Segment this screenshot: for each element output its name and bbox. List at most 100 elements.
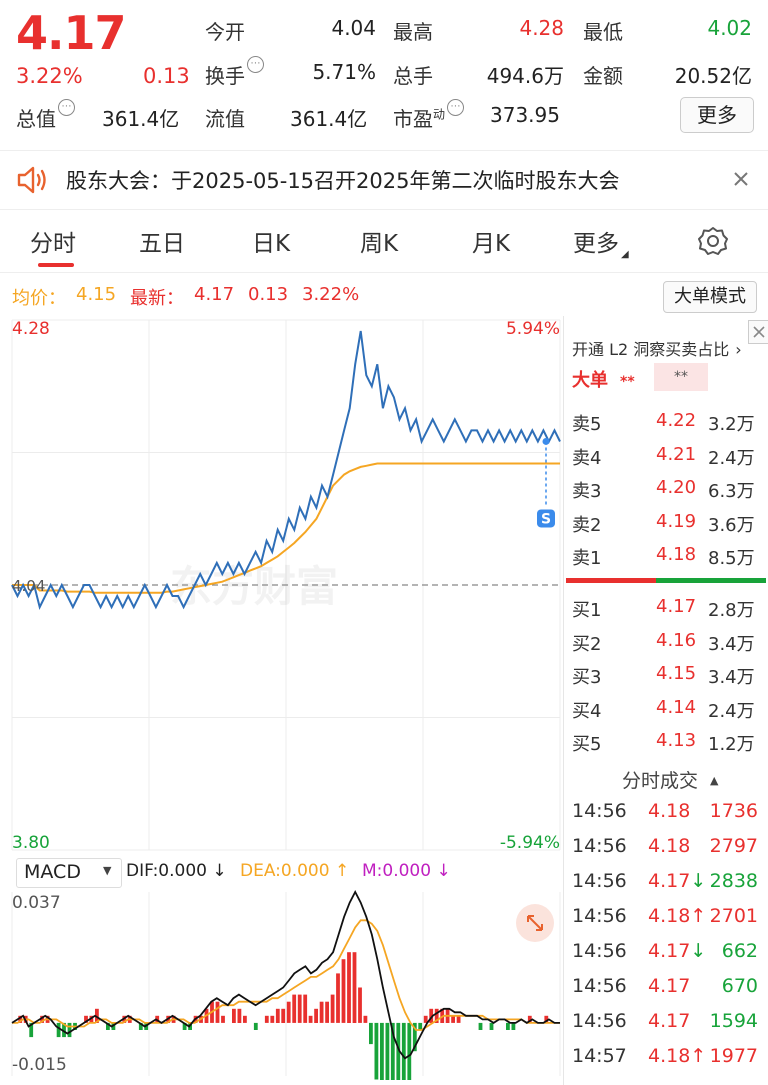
macd-histogram-bar — [341, 959, 346, 1023]
change-percent: 3.22% — [16, 64, 83, 88]
macd-legend-m: M:0.000 ↓ — [362, 861, 451, 881]
tab-intraday[interactable]: 分时 — [30, 231, 76, 257]
macd-histogram-bar — [396, 1022, 401, 1080]
ask-row[interactable]: 卖1 4.18 8.5万 — [572, 544, 762, 574]
order-price: 4.17 — [656, 596, 697, 617]
tick-row: 14:56 4.18 1736 — [572, 800, 762, 830]
macd-histogram-bar — [412, 1022, 417, 1052]
ask-row[interactable]: 卖4 4.21 2.4万 — [572, 444, 762, 474]
tick-row: 14:56 4.18 2797 — [572, 835, 762, 865]
macd-histogram-bar — [363, 1015, 368, 1023]
tab-monthly-k[interactable]: 月K — [472, 231, 511, 257]
macd-histogram-bar — [111, 1022, 116, 1030]
macd-histogram-bar — [385, 1022, 390, 1080]
order-level-label: 买4 — [572, 700, 602, 722]
info-icon[interactable]: ⋯ — [58, 99, 75, 116]
tick-direction-arrow: ↓ — [690, 870, 707, 892]
info-icon[interactable]: ⋯ — [247, 56, 264, 73]
notice-bar[interactable]: 股东大会：于2025-05-15召开2025年第二次临时股东大会 — [0, 150, 768, 210]
y-tick-mid: 4.04 — [12, 577, 45, 595]
quote-value: 20.52亿 — [674, 64, 752, 88]
quote-value: 4.28 — [519, 16, 564, 40]
quote-label: 最低 — [583, 20, 623, 44]
panel-divider — [563, 316, 564, 1085]
change-value: 0.13 — [143, 64, 190, 88]
settings-icon[interactable] — [697, 225, 729, 257]
more-button[interactable]: 更多 — [680, 97, 754, 133]
info-icon[interactable]: ⋯ — [447, 99, 465, 116]
macd-histogram-bar — [347, 952, 351, 1023]
tick-direction-arrow: ↓ — [690, 940, 707, 962]
bid-row[interactable]: 买5 4.13 1.2万 — [572, 730, 762, 760]
speaker-icon — [17, 166, 46, 194]
tick-row: 14:56 4.17↓ 662 — [572, 940, 762, 970]
tick-time: 14:56 — [572, 870, 627, 892]
big-order-hidden-value[interactable]: ** — [654, 363, 708, 391]
sell-ratio-bar — [566, 578, 656, 583]
macd-histogram-bar — [270, 1015, 275, 1023]
bid-row[interactable]: 买3 4.15 3.4万 — [572, 663, 762, 693]
tick-volume: 662 — [721, 940, 758, 962]
order-level-label: 买5 — [572, 734, 602, 755]
ticks-title[interactable]: 分时成交 ▲ — [622, 770, 719, 792]
notice-text[interactable]: 股东大会：于2025-05-15召开2025年第二次临时股东大会 — [66, 169, 620, 193]
order-price: 4.15 — [656, 663, 697, 684]
macd-histogram-bar — [434, 1008, 439, 1023]
macd-histogram-bar — [292, 994, 297, 1023]
active-tab-indicator — [38, 263, 74, 267]
macd-histogram-bar — [221, 1015, 225, 1023]
macd-histogram-bar — [56, 1022, 61, 1038]
order-level-label: 卖1 — [572, 548, 602, 569]
tick-price: 4.18↑ — [648, 905, 707, 927]
macd-histogram-bar — [95, 1008, 99, 1023]
bid-row[interactable]: 买2 4.16 3.4万 — [572, 630, 762, 660]
quote-value: 494.6万 — [486, 64, 564, 88]
ask-row[interactable]: 卖5 4.22 3.2万 — [572, 410, 762, 440]
order-volume: 3.4万 — [708, 667, 755, 688]
intraday-chart[interactable]: 东方财富 S 4.28 3.80 5.94% -5.94% 4.04 — [0, 316, 566, 854]
macd-histogram-bar — [489, 1022, 494, 1030]
float-value: 361.4亿 — [290, 107, 368, 131]
macd-histogram-bar — [308, 1015, 313, 1023]
quote-label: 今开 — [205, 20, 245, 44]
macd-histogram-bar — [303, 994, 308, 1023]
s-marker[interactable]: S — [537, 509, 555, 528]
ask-row[interactable]: 卖3 4.20 6.3万 — [572, 477, 762, 507]
indicator-selector[interactable]: MACD ▼ — [16, 858, 122, 888]
macd-histogram-bar — [297, 994, 302, 1023]
ask-row[interactable]: 卖2 4.19 3.6万 — [572, 511, 762, 541]
macd-histogram-bar — [418, 1022, 423, 1030]
tick-time: 14:56 — [572, 800, 627, 822]
buy-ratio-bar — [656, 578, 766, 583]
order-volume: 8.5万 — [708, 548, 755, 569]
tick-time: 14:56 — [572, 940, 627, 962]
tab-daily-k[interactable]: 日K — [252, 231, 291, 257]
bid-row[interactable]: 买4 4.14 2.4万 — [572, 697, 762, 727]
macd-histogram-bar — [18, 1015, 23, 1023]
macd-histogram-bar — [527, 1015, 532, 1023]
macd-chart[interactable]: 0.037 -0.015 — [0, 888, 566, 1080]
order-level-label: 卖4 — [572, 447, 602, 469]
big-order-mode-button[interactable]: 大单模式 — [663, 281, 757, 313]
tab-more[interactable]: 更多 ◢ — [573, 231, 629, 260]
macd-histogram-bar — [319, 1001, 324, 1023]
macd-histogram-bar — [358, 987, 362, 1023]
macd-histogram-bar — [330, 994, 335, 1023]
tab-weekly-k[interactable]: 周K — [360, 231, 399, 257]
order-price: 4.13 — [656, 730, 697, 751]
macd-histogram-bar — [281, 1008, 286, 1023]
quote-label: 最高 — [393, 20, 433, 44]
expand-icon[interactable] — [516, 904, 554, 942]
bid-row[interactable]: 买1 4.17 2.8万 — [572, 596, 762, 626]
macd-histogram-bar — [401, 1022, 406, 1080]
macd-histogram-bar — [264, 1015, 269, 1023]
l2-promo[interactable]: 开通 L2 洞察买卖占比 › — [572, 340, 742, 359]
close-icon[interactable] — [733, 171, 749, 187]
marker-dot — [542, 437, 550, 445]
latest-price-label: 最新： — [130, 288, 184, 309]
tick-volume: 2838 — [709, 870, 758, 892]
tab-five-day[interactable]: 五日 — [139, 231, 185, 257]
tick-price: 4.17 — [648, 1010, 691, 1032]
macd-histogram-bar — [429, 1008, 434, 1023]
collapse-icon[interactable] — [748, 320, 768, 344]
